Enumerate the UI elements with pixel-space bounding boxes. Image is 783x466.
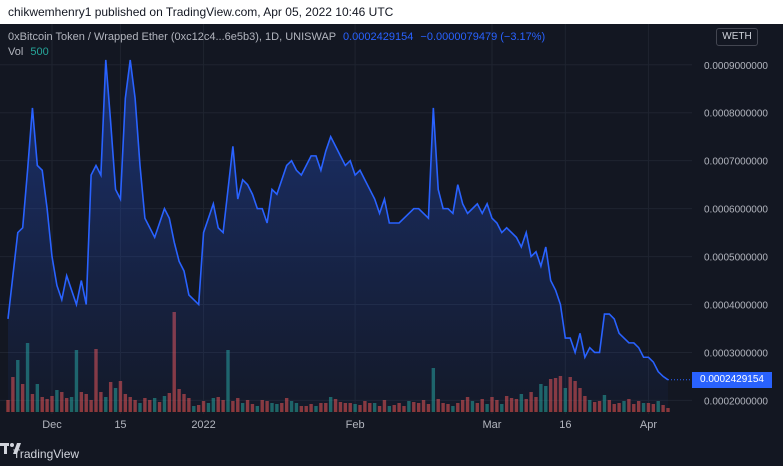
footer-brand: TradingView <box>13 447 80 461</box>
y-tick-label: 0.0006000000 <box>704 205 768 216</box>
y-tick-label: 0.0009000000 <box>704 61 768 72</box>
x-axis-ticks: Dec 15 2022 Feb Mar 16 Apr <box>42 419 657 431</box>
y-axis-ticks: 0.0009000000 0.0008000000 0.0007000000 0.00… <box>704 61 768 408</box>
x-tick-label: 16 <box>559 419 571 431</box>
last-price-value: 0.0002429154 <box>342 31 414 43</box>
x-tick-label: 2022 <box>191 419 215 431</box>
volume-label: Vol <box>8 46 24 58</box>
y-tick-label: 0.0004000000 <box>704 301 768 312</box>
published-header-text: chikwemhenry1 published on TradingView.c… <box>8 5 394 19</box>
volume-value: 500 <box>30 46 49 58</box>
x-tick-label: Mar <box>483 419 502 431</box>
x-tick-label: Dec <box>42 419 62 431</box>
y-tick-label: 0.0005000000 <box>704 253 768 264</box>
price-line <box>7 59 669 381</box>
symbol-name: 0xBitcoin Token / Wrapped Ether (0xc12c4… <box>8 31 336 43</box>
x-tick-label: Feb <box>346 419 365 431</box>
published-header: chikwemhenry1 published on TradingView.c… <box>0 0 783 24</box>
price-chart-svg[interactable]: 0.0009000000 0.0008000000 0.0007000000 0.00… <box>0 24 783 442</box>
footer-bar: TradingView <box>0 442 783 466</box>
x-tick-label: Apr <box>640 419 657 431</box>
volume-legend: Vol 500 <box>8 46 49 58</box>
chart-area[interactable]: 0.0009000000 0.0008000000 0.0007000000 0.00… <box>0 24 783 442</box>
currency-badge[interactable]: WETH <box>716 28 758 46</box>
y-tick-label: 0.0002000000 <box>704 396 768 407</box>
y-tick-label: 0.0003000000 <box>704 348 768 359</box>
price-area <box>8 59 668 410</box>
symbol-legend: 0xBitcoin Token / Wrapped Ether (0xc12c4… <box>8 31 545 43</box>
y-tick-label: 0.0007000000 <box>704 157 768 168</box>
x-tick-label: 15 <box>114 419 126 431</box>
price-change-value: −0.0000079479 (−3.17%) <box>420 31 546 43</box>
last-price-tag: 0.0002429154 <box>692 371 772 388</box>
y-tick-label: 0.0008000000 <box>704 109 768 120</box>
